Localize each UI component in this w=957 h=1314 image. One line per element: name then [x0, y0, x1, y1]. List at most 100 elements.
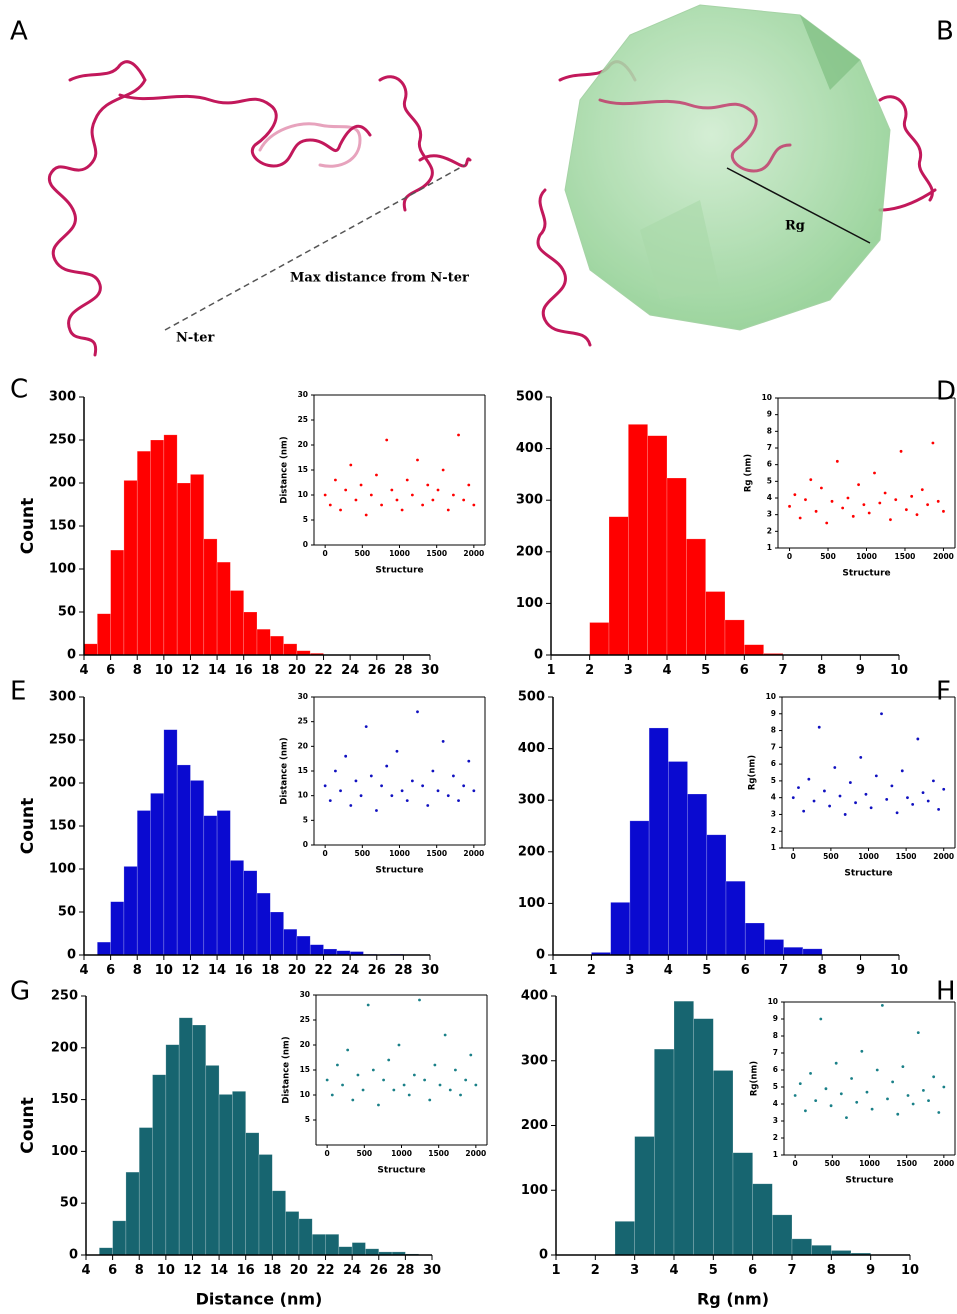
- y-tick-label: 10: [768, 997, 778, 1006]
- y-tick-label: 15: [298, 465, 308, 474]
- bar: [270, 635, 284, 656]
- x-tick-label: 8: [135, 1263, 144, 1278]
- y-tick-label: 3: [767, 510, 772, 519]
- bar: [123, 866, 138, 956]
- y-tick-label: 10: [766, 692, 776, 701]
- y-axis-label: Count: [18, 798, 38, 855]
- y-tick-label: 100: [49, 862, 76, 877]
- point: [807, 777, 811, 781]
- y-tick-label: 2: [773, 1133, 778, 1142]
- y-tick-label: 150: [49, 519, 76, 534]
- bar: [203, 815, 218, 956]
- point: [375, 809, 378, 812]
- point: [418, 998, 421, 1002]
- y-tick-label: 2: [767, 526, 772, 535]
- x-tick-label: 6: [106, 963, 115, 978]
- point: [860, 1049, 864, 1053]
- bar: [112, 1220, 127, 1256]
- y-tick-label: 5: [303, 515, 308, 524]
- y-tick-label: 200: [49, 776, 76, 791]
- y-tick-label: 1: [771, 843, 776, 852]
- y-tick-label: 5: [771, 776, 776, 785]
- point: [416, 458, 419, 462]
- bar: [668, 761, 688, 956]
- point: [819, 1017, 823, 1021]
- x-axis-label: Structure: [375, 566, 423, 576]
- x-tick-label: 1: [546, 663, 555, 678]
- point: [937, 1111, 941, 1114]
- y-tick-label: 25: [298, 717, 308, 726]
- x-tick-label: 8: [133, 663, 142, 678]
- x-tick-label: 10: [901, 1263, 919, 1278]
- point: [402, 1083, 406, 1087]
- y-tick-label: 6: [771, 759, 776, 768]
- y-tick-label: 1: [767, 543, 772, 552]
- point: [859, 756, 863, 759]
- y-tick-label: 25: [300, 1015, 310, 1024]
- x-tick-label: 14: [208, 663, 226, 678]
- x-tick-label: 4: [79, 963, 88, 978]
- bar: [724, 619, 745, 656]
- x-tick-label: 24: [343, 1263, 361, 1278]
- x-tick-label: 500: [354, 849, 370, 858]
- point: [862, 503, 866, 507]
- point: [446, 508, 450, 512]
- bar: [110, 901, 125, 956]
- bar: [296, 935, 311, 956]
- point: [390, 794, 394, 798]
- x-tick-label: 16: [235, 663, 253, 678]
- bar: [764, 939, 784, 956]
- x-tick-label: 18: [261, 663, 279, 678]
- x-tick-label: 30: [421, 663, 439, 678]
- y-tick-label: 100: [49, 562, 76, 577]
- point: [825, 521, 829, 525]
- point: [441, 740, 445, 743]
- point: [390, 488, 394, 492]
- point: [798, 1082, 802, 1085]
- x-tick-label: 0: [325, 1149, 330, 1158]
- point: [855, 1100, 859, 1104]
- x-axis-label: Structure: [377, 1166, 425, 1176]
- bar: [150, 793, 165, 956]
- y-tick-label: 500: [518, 690, 545, 705]
- bar: [351, 1242, 366, 1256]
- point: [433, 1063, 437, 1067]
- point: [371, 1068, 375, 1072]
- x-tick-label: 22: [314, 963, 332, 978]
- x-tick-label: 1500: [426, 549, 447, 558]
- point: [380, 784, 383, 788]
- x-tick-label: 7: [778, 663, 787, 678]
- point: [464, 1078, 468, 1082]
- y-tick-label: 3: [773, 1116, 778, 1125]
- point: [412, 1073, 416, 1077]
- point: [885, 797, 889, 801]
- point: [895, 811, 899, 815]
- bar: [272, 1190, 286, 1256]
- point: [387, 1058, 391, 1062]
- point: [916, 1031, 920, 1034]
- point: [812, 799, 816, 803]
- point: [846, 496, 850, 500]
- point: [857, 483, 860, 487]
- panel-label: D: [936, 377, 956, 407]
- point: [395, 749, 399, 753]
- x-tick-label: 8: [817, 663, 826, 678]
- y-tick-label: 300: [49, 690, 76, 705]
- y-tick-label: 4: [771, 793, 776, 802]
- point: [927, 1099, 930, 1102]
- y-tick-label: 500: [516, 390, 543, 405]
- point: [932, 779, 935, 783]
- bar: [629, 820, 650, 956]
- point: [436, 488, 440, 492]
- point: [349, 463, 353, 467]
- x-tick-label: 8: [133, 963, 142, 978]
- x-tick-label: 0: [787, 552, 792, 561]
- bar: [783, 946, 804, 956]
- point: [839, 1092, 843, 1096]
- x-tick-label: 10: [155, 963, 173, 978]
- point: [878, 501, 882, 505]
- bar: [706, 834, 727, 956]
- y-tick-label: 4: [767, 493, 772, 502]
- point: [346, 1048, 350, 1052]
- bar: [673, 1000, 694, 1256]
